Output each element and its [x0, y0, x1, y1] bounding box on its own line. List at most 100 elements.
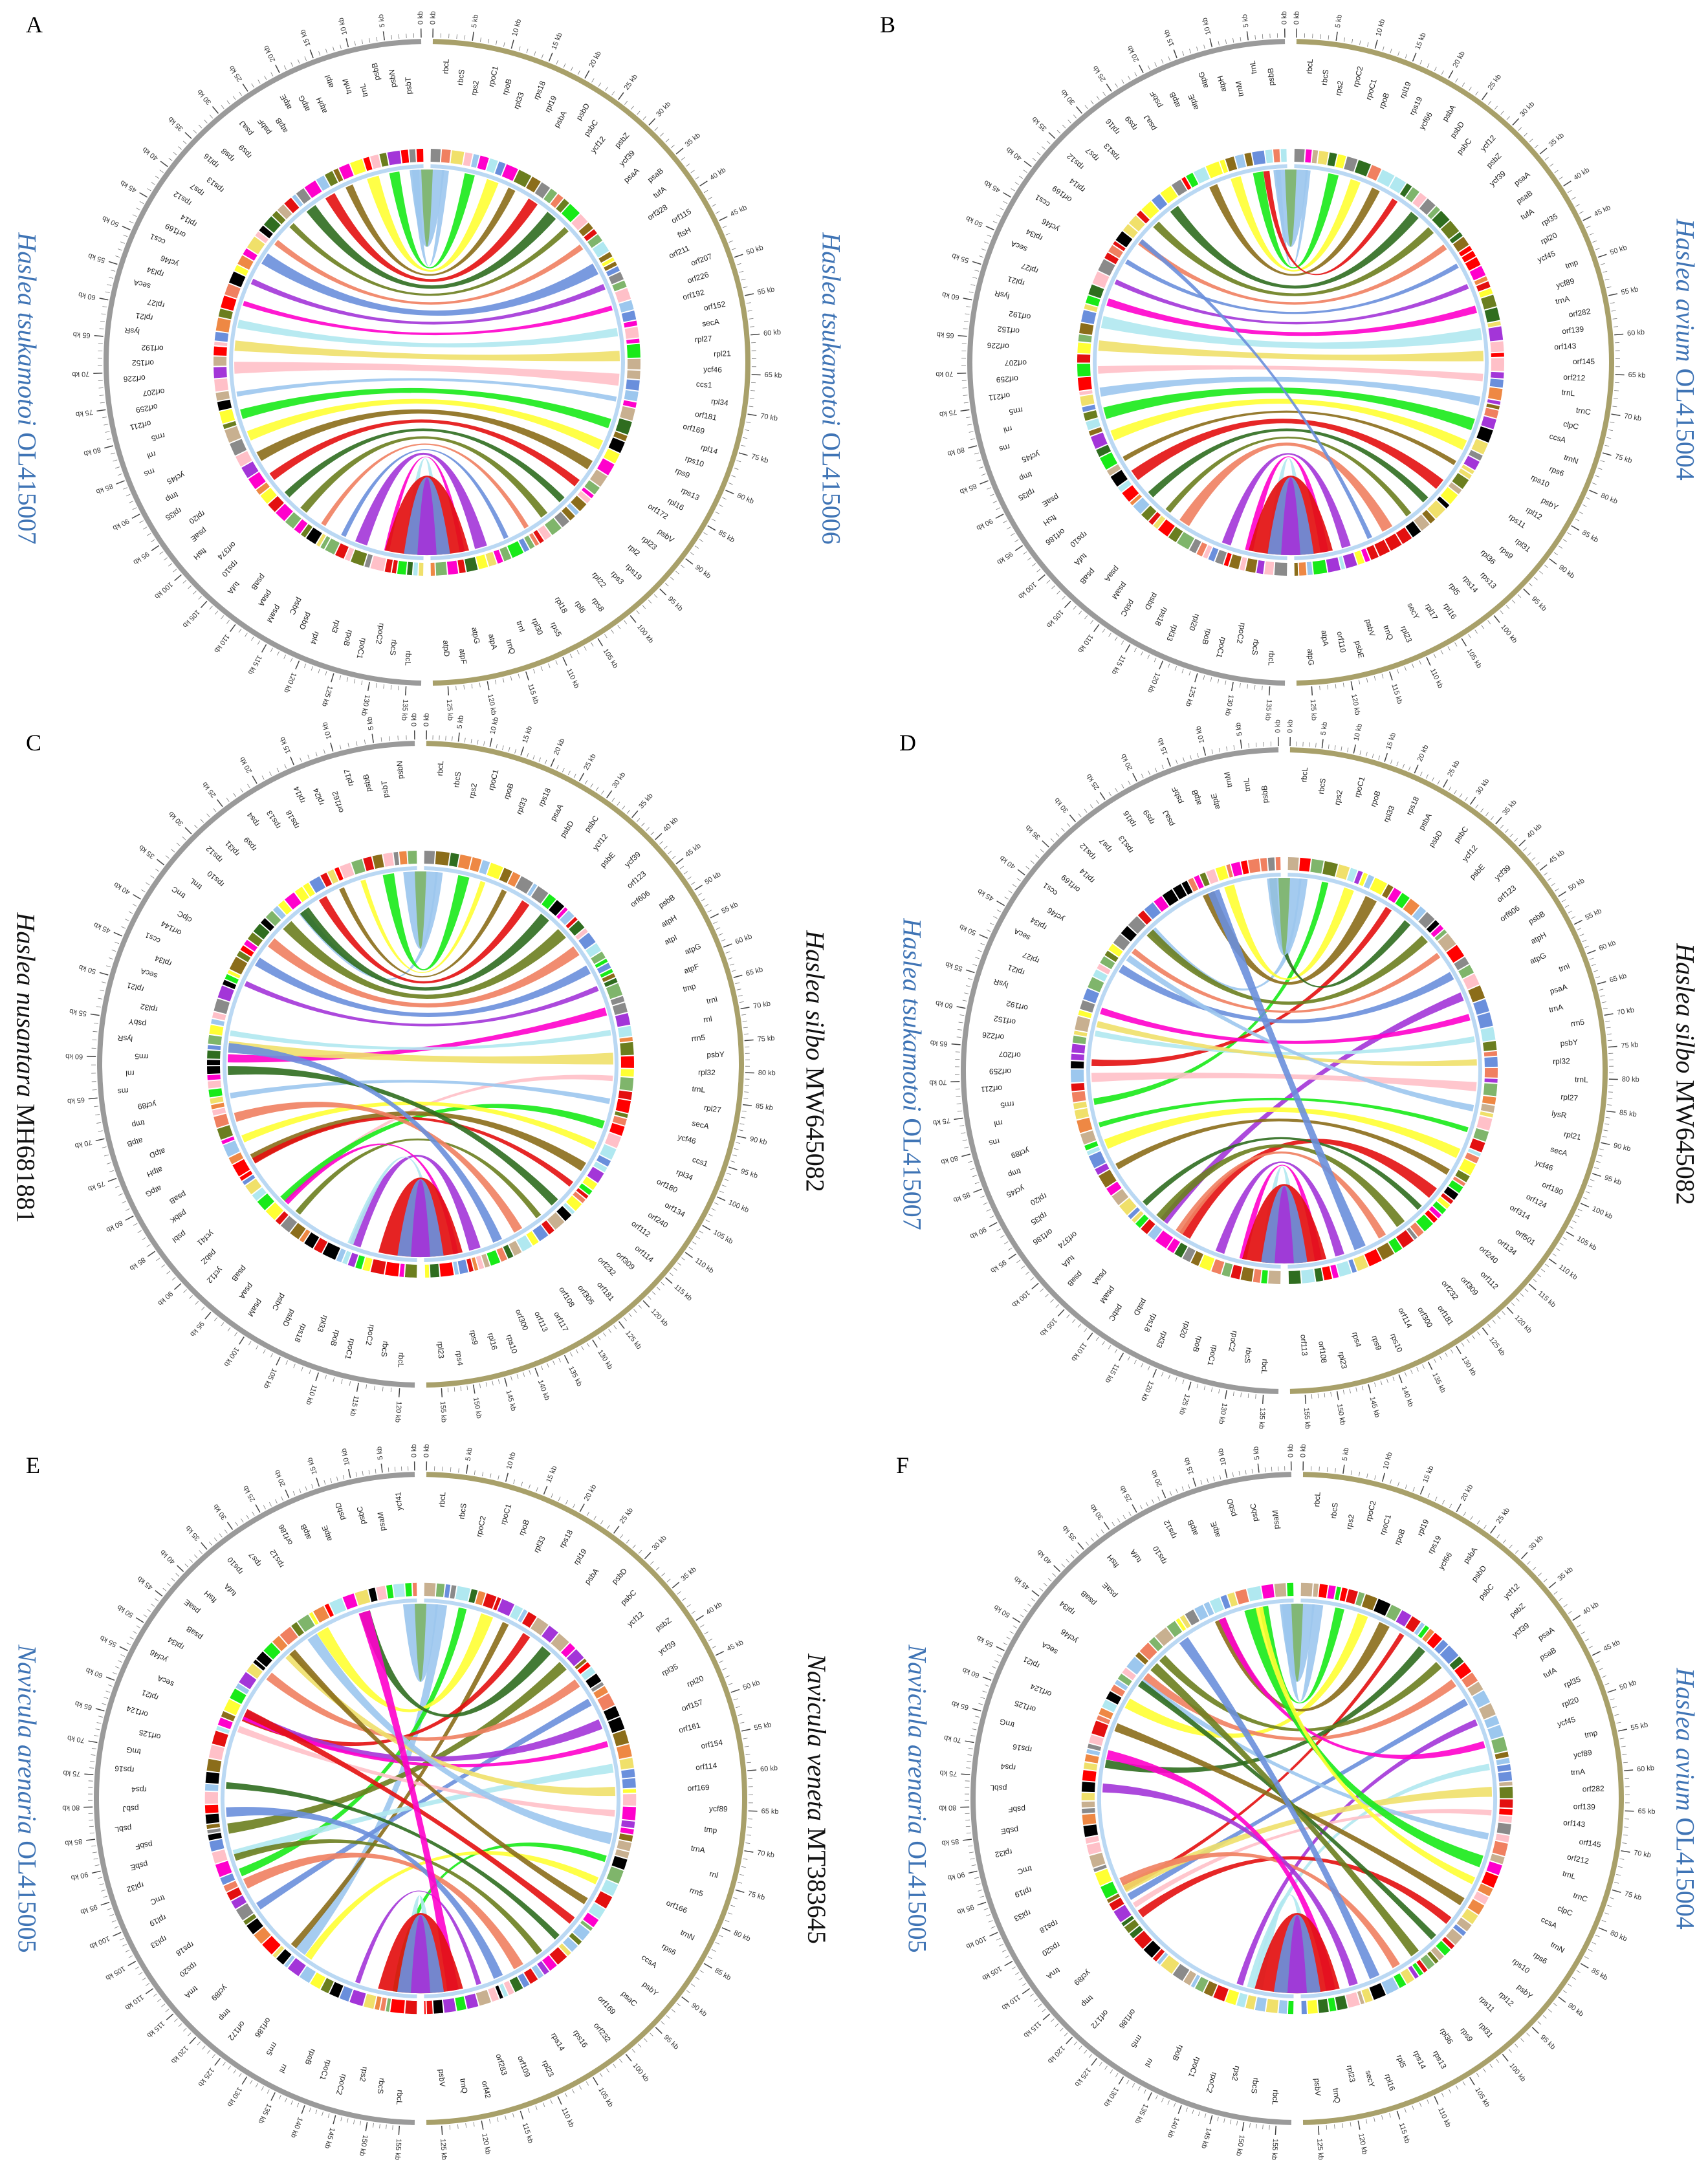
- kb-tick: [1611, 413, 1621, 417]
- gene-block: [1361, 548, 1370, 562]
- kb-minor-tick: [1240, 36, 1242, 41]
- kb-minor-tick: [986, 929, 991, 932]
- kb-tick-label: 85 kb: [941, 1837, 959, 1847]
- kb-tick-label: 0 kb: [1287, 1444, 1295, 1458]
- kb-minor-tick: [380, 737, 382, 742]
- gene-label: psbB: [1260, 785, 1270, 803]
- synteny-link: [1131, 419, 1443, 489]
- kb-minor-tick: [1603, 1007, 1608, 1010]
- kb-minor-tick: [1078, 1324, 1082, 1328]
- gene-block: [1471, 439, 1489, 455]
- gene-block: [1418, 912, 1435, 929]
- gene-block: [584, 480, 600, 495]
- kb-minor-tick: [1066, 1558, 1070, 1563]
- panel-letter: F: [896, 1452, 909, 1478]
- gene-block: [592, 241, 609, 258]
- synteny-link: [255, 957, 591, 1017]
- kb-minor-tick: [1595, 976, 1600, 978]
- kb-tick: [699, 180, 708, 187]
- gene-label: tufA: [1542, 1666, 1558, 1680]
- kb-minor-tick: [1527, 852, 1531, 856]
- gene-block: [1299, 857, 1311, 872]
- kb-minor-tick: [972, 277, 978, 279]
- kb-tick: [95, 1138, 105, 1142]
- kb-tick: [1580, 1203, 1590, 1208]
- gene-block: [1091, 1720, 1109, 1738]
- gene-label: rpl30: [530, 617, 545, 636]
- gene-block: [1110, 470, 1128, 487]
- kb-minor-tick: [1006, 1637, 1011, 1640]
- inner-track: [1086, 873, 1281, 1269]
- gene-label: psbA: [1417, 812, 1434, 832]
- gene-label: orf113: [1298, 1334, 1309, 1356]
- gene-block: [1412, 906, 1427, 921]
- gene-label: rpoC2: [1205, 2071, 1220, 2095]
- kb-minor-tick: [151, 182, 155, 185]
- gene-label: orf226: [123, 373, 146, 384]
- kb-tick: [295, 661, 300, 670]
- gene-block: [600, 1144, 617, 1160]
- gene-block: [620, 1056, 634, 1068]
- gene-label: atpE: [1209, 792, 1222, 810]
- species-name: Haslea tsukamotoi: [897, 917, 927, 1111]
- kb-tick: [1549, 558, 1557, 565]
- gene-label: orf501: [1514, 1227, 1537, 1247]
- kb-minor-tick: [1084, 1328, 1088, 1333]
- kb-minor-tick: [1490, 816, 1494, 820]
- kb-minor-tick: [94, 1106, 99, 1108]
- gene-block: [587, 234, 603, 248]
- gene-label: rpl19: [1415, 1518, 1430, 1537]
- gene-label: rps4: [1350, 1331, 1363, 1348]
- gene-label: rpl32: [126, 1881, 145, 1894]
- kb-minor-tick: [250, 637, 254, 641]
- gene-block: [494, 161, 506, 176]
- synteny-link: [274, 239, 584, 305]
- gene-label: rps6: [660, 1941, 677, 1957]
- kb-tick-label: 150 kb: [1234, 2134, 1245, 2157]
- kb-tick: [131, 514, 140, 519]
- kb-minor-tick: [1459, 793, 1463, 798]
- gene-block: [235, 1683, 250, 1694]
- gene-label: rbcL: [1305, 58, 1315, 74]
- gene-label: rnl: [993, 1118, 1003, 1128]
- kb-minor-tick: [1589, 957, 1594, 960]
- gene-label: rbcL: [395, 2090, 405, 2106]
- kb-minor-tick: [597, 1336, 601, 1340]
- gene-label: trnC: [1572, 1890, 1589, 1904]
- kb-tick: [1124, 644, 1131, 653]
- kb-minor-tick: [238, 2073, 242, 2077]
- gene-block: [1254, 1997, 1267, 2012]
- kb-tick-label: 75 kb: [75, 408, 93, 418]
- kb-tick: [1064, 600, 1071, 609]
- kb-tick-label: 65 kb: [936, 330, 954, 339]
- gene-label: rps9: [673, 466, 691, 480]
- gene-label: orf139: [1573, 1802, 1596, 1811]
- kb-minor-tick: [354, 41, 356, 46]
- kb-minor-tick: [636, 818, 640, 822]
- kb-minor-tick: [1335, 684, 1337, 689]
- gene-label: psbA: [1462, 1545, 1479, 1565]
- kb-tick-label: 100 kb: [1010, 1289, 1031, 1309]
- kb-tick: [1624, 1769, 1634, 1771]
- kb-minor-tick: [299, 1489, 301, 1494]
- gene-label: rpl27: [146, 298, 165, 310]
- gene-block: [1476, 1115, 1493, 1131]
- gene-label: rps10: [1388, 1332, 1404, 1353]
- gene-block: [1489, 378, 1504, 388]
- synteny-link: [1137, 1856, 1452, 1924]
- gene-label: orf232: [1440, 1278, 1460, 1302]
- kb-minor-tick: [1173, 2102, 1176, 2108]
- gene-block: [316, 175, 330, 191]
- kb-minor-tick: [665, 138, 670, 142]
- kb-minor-tick: [251, 83, 254, 88]
- gene-block: [1480, 1104, 1495, 1113]
- gene-block: [433, 2000, 444, 2014]
- kb-tick-label: 125 kb: [445, 699, 454, 721]
- kb-minor-tick: [1018, 175, 1024, 179]
- gene-block: [1499, 1799, 1513, 1808]
- gene-label: rrn5: [135, 1052, 149, 1062]
- gene-label: rpl17: [1423, 602, 1440, 621]
- kb-tick: [1091, 2058, 1098, 2066]
- kb-tick: [100, 1901, 110, 1906]
- kb-minor-tick: [743, 1098, 749, 1099]
